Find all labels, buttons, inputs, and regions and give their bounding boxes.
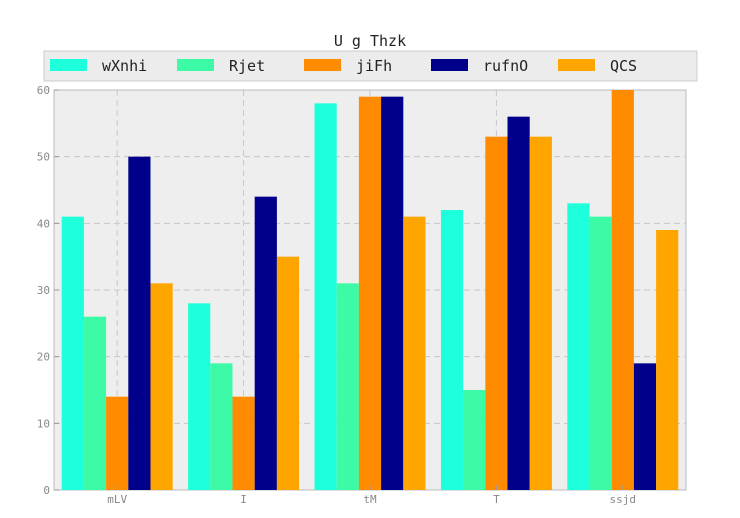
- bar-jiFh-I: [232, 396, 255, 490]
- bar-rufnO-tM: [381, 96, 404, 491]
- bar-wXnhi-mLV: [61, 216, 84, 490]
- x-tick-label: T: [493, 493, 500, 506]
- bar-rufnO-T: [507, 116, 530, 491]
- bar-jiFh-mLV: [106, 396, 129, 490]
- legend-swatch: [304, 59, 341, 71]
- bar-QCS-tM: [403, 216, 426, 490]
- legend-label: Rjet: [229, 57, 265, 75]
- bar-wXnhi-I: [188, 303, 211, 490]
- bar-Rjet-tM: [336, 283, 359, 490]
- y-tick-label: 30: [37, 284, 50, 297]
- legend-label: jiFh: [356, 57, 392, 75]
- bar-wXnhi-tM: [314, 103, 337, 490]
- legend-swatch: [558, 59, 595, 71]
- bar-rufnO-mLV: [128, 156, 151, 490]
- y-tick-label: 40: [37, 217, 50, 230]
- x-tick-label: mLV: [107, 493, 127, 506]
- bar-Rjet-mLV: [83, 316, 107, 490]
- bar-rufnO-I: [254, 196, 277, 490]
- bar-QCS-I: [276, 256, 300, 490]
- bar-jiFh-tM: [358, 96, 382, 491]
- bar-jiFh-T: [485, 136, 508, 490]
- chart-title: U g Thzk: [334, 32, 406, 50]
- bar-jiFh-ssjd: [611, 90, 634, 490]
- bar-Rjet-I: [210, 363, 233, 490]
- x-tick-label: ssjd: [610, 493, 637, 506]
- bar-QCS-mLV: [150, 283, 173, 490]
- x-tick-label: I: [240, 493, 247, 506]
- legend-label: wXnhi: [102, 57, 147, 75]
- y-tick-label: 0: [43, 484, 50, 497]
- y-tick-label: 20: [37, 351, 50, 364]
- legend-label: QCS: [610, 57, 637, 75]
- bar-QCS-ssjd: [656, 230, 679, 490]
- legend-label: rufnO: [483, 57, 528, 75]
- bar-QCS-T: [529, 136, 552, 490]
- y-tick-label: 10: [37, 417, 50, 430]
- y-tick-label: 50: [37, 151, 50, 164]
- y-tick-label: 60: [37, 84, 50, 97]
- bar-wXnhi-T: [440, 210, 464, 490]
- bar-Rjet-T: [463, 390, 486, 490]
- legend-swatch: [50, 59, 87, 71]
- bar-rufnO-ssjd: [633, 363, 657, 490]
- legend-swatch: [431, 59, 468, 71]
- bar-wXnhi-ssjd: [567, 203, 590, 491]
- x-tick-label: tM: [363, 493, 377, 506]
- legend-swatch: [177, 59, 214, 71]
- bar-Rjet-ssjd: [589, 216, 612, 490]
